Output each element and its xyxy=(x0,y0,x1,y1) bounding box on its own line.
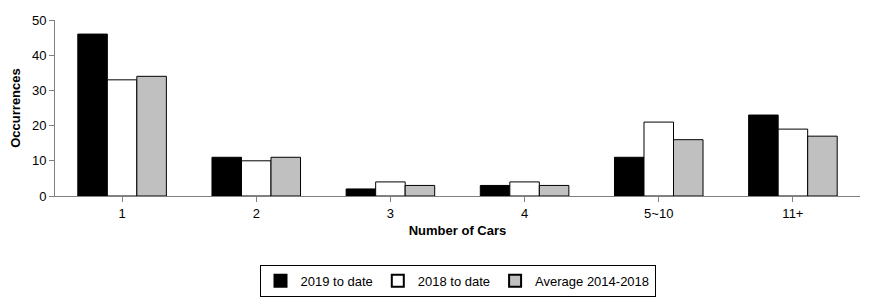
svg-text:3: 3 xyxy=(387,206,394,221)
svg-text:5~10: 5~10 xyxy=(644,206,673,221)
svg-text:Average 2014-2018: Average 2014-2018 xyxy=(535,274,649,289)
svg-text:20: 20 xyxy=(32,118,46,133)
svg-text:1: 1 xyxy=(118,206,125,221)
svg-text:30: 30 xyxy=(32,83,46,98)
svg-text:11+: 11+ xyxy=(782,206,803,221)
svg-text:40: 40 xyxy=(32,48,46,63)
svg-text:10: 10 xyxy=(32,153,46,168)
svg-text:4: 4 xyxy=(521,206,528,221)
svg-text:Occurrences: Occurrences xyxy=(8,68,23,148)
svg-text:Number of Cars: Number of Cars xyxy=(409,223,507,238)
svg-text:2019 to date: 2019 to date xyxy=(301,274,373,289)
svg-text:2: 2 xyxy=(253,206,260,221)
svg-text:0: 0 xyxy=(39,189,46,204)
svg-text:2018 to date: 2018 to date xyxy=(418,274,490,289)
svg-text:50: 50 xyxy=(32,13,46,28)
